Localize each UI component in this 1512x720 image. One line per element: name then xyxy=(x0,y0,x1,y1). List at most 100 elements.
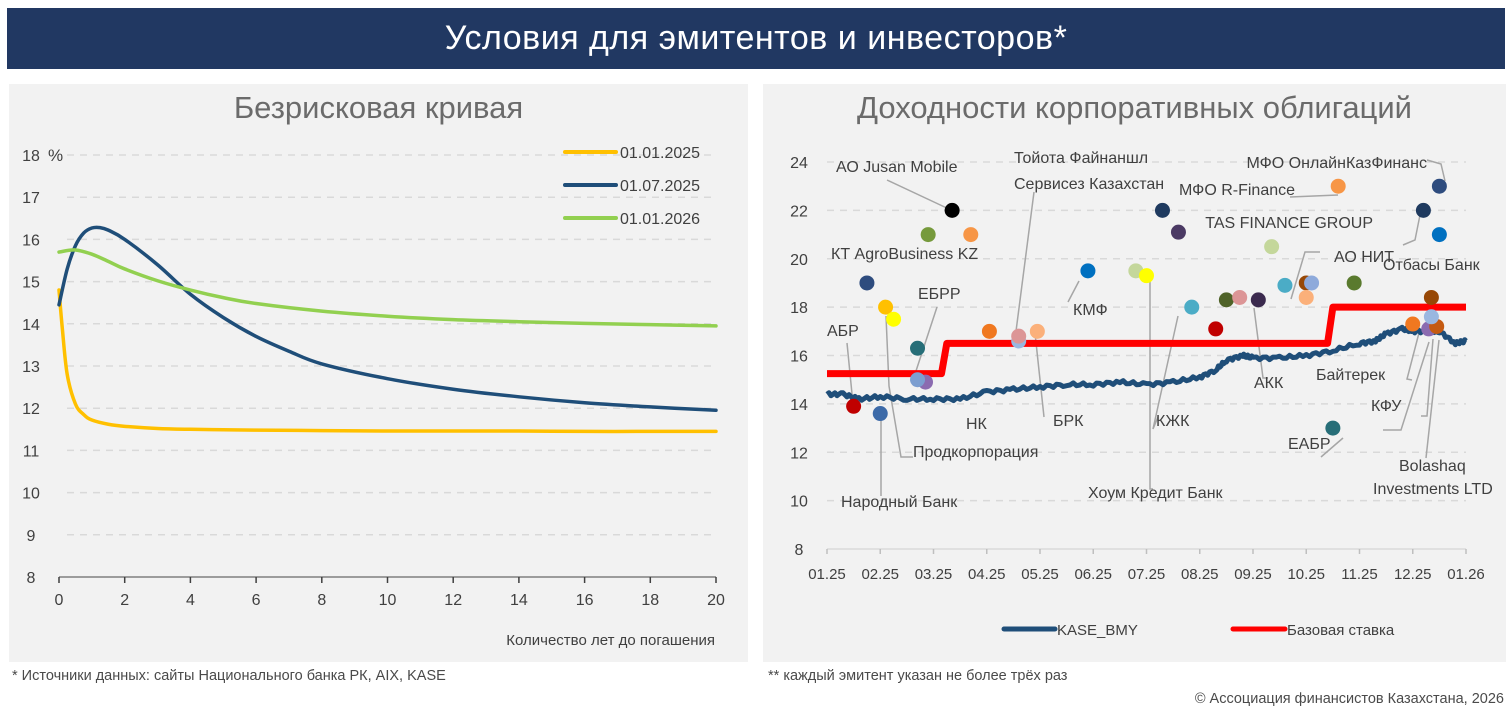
y-tick-label: 14 xyxy=(22,317,40,334)
y-tick-label: 8 xyxy=(795,542,804,559)
annotation-leader-line xyxy=(1425,339,1440,459)
bond-yield-point xyxy=(1330,178,1346,194)
issuer-label: Тойота Файнаншл xyxy=(1014,150,1148,167)
bond-yield-point xyxy=(1218,292,1234,308)
issuer-label: Байтерек xyxy=(1316,367,1386,384)
x-tick-label: 06.25 xyxy=(1074,566,1112,583)
bond-yield-point xyxy=(1277,277,1293,293)
annotation-leader-line xyxy=(1320,437,1344,458)
annotation-leader-line xyxy=(1067,280,1080,303)
x-tick-label: 0 xyxy=(55,592,64,609)
bond-yield-point xyxy=(1415,202,1431,218)
bond-yield-point xyxy=(1139,268,1154,284)
issuer-label: АКК xyxy=(1254,375,1284,392)
x-tick-label: 07.25 xyxy=(1128,566,1166,583)
y-tick-label: 16 xyxy=(790,349,808,366)
issuer-label: ЕБРР xyxy=(918,286,961,303)
y-tick-label: 9 xyxy=(27,528,36,545)
issuer-label: НК xyxy=(966,416,988,433)
legend-label: 01.01.2025 xyxy=(620,145,700,162)
corporate-bonds-panel: Доходности корпоративных облигаций 8 10 12… xyxy=(763,84,1506,662)
bond-yield-point xyxy=(1232,289,1248,305)
legend-label: 01.01.2026 xyxy=(620,211,700,228)
bond-yield-point xyxy=(1346,275,1362,291)
bond-yield-point xyxy=(1184,299,1200,315)
x-tick-label: 11.25 xyxy=(1341,566,1377,583)
y-tick-label: 12 xyxy=(22,401,40,418)
risk-free-curve-chart: 8 9 10 11 12 13 14 15 16 17 18 0 2 4 6 8 10 12 14 16 18 20 01… xyxy=(22,145,725,649)
annotation-leader-line xyxy=(1421,338,1434,417)
bond-yield-point xyxy=(1431,227,1447,243)
annotation-leader-line xyxy=(1152,315,1179,430)
issuer-label: Сервисез Казахстан xyxy=(1014,176,1164,193)
issuer-label: АО Jusan Mobile xyxy=(836,159,958,176)
issuer-label: TAS FINANCE GROUP xyxy=(1205,215,1373,232)
annotation-leader-line xyxy=(1034,332,1045,418)
annotation-leader-line xyxy=(885,315,913,458)
x-tick-label: 10 xyxy=(379,592,397,609)
x-tick-label: 18 xyxy=(641,592,659,609)
series-line-01.01.2025 xyxy=(57,288,718,434)
bond-yield-point xyxy=(1264,239,1280,255)
y-tick-label: 12 xyxy=(790,445,808,462)
annotation-leader-line xyxy=(1426,159,1446,182)
footnote-issuers: ** каждый эмитент указан не более трёх р… xyxy=(768,668,1068,684)
bond-yield-point xyxy=(1431,178,1447,194)
issuer-label: КМФ xyxy=(1073,302,1108,319)
issuer-label: МФО R-Finance xyxy=(1179,182,1295,199)
issuer-label: КЖК xyxy=(1156,413,1190,430)
issuer-label: АО НИТ xyxy=(1334,249,1394,266)
y-tick-label: 18 xyxy=(790,300,808,317)
x-tick-label: 08.25 xyxy=(1181,566,1219,583)
y-tick-label: 22 xyxy=(790,203,808,220)
line-kase-bmy xyxy=(825,324,1468,404)
x-tick-label: 20 xyxy=(707,592,725,609)
page-header: Условия для эмитентов и инвесторов* xyxy=(7,8,1505,69)
bond-yield-point xyxy=(859,275,875,291)
y-tick-label: 11 xyxy=(23,443,40,460)
bond-yield-point xyxy=(872,406,888,422)
bond-yield-point xyxy=(886,311,902,327)
bond-yield-point xyxy=(846,398,862,414)
y-tick-label: 10 xyxy=(22,486,40,503)
y-tick-label: 20 xyxy=(790,252,808,269)
bond-yield-point xyxy=(963,227,979,243)
x-tick-label: 16 xyxy=(576,592,594,609)
bond-yield-point xyxy=(1325,420,1341,436)
x-tick-label: 09.25 xyxy=(1234,566,1272,583)
risk-free-curve-title: Безрисковая кривая xyxy=(233,90,524,125)
y-tick-label: 13 xyxy=(22,359,40,376)
bond-yield-point xyxy=(1298,289,1314,305)
legend-label-base-rate: Базовая ставка xyxy=(1287,622,1395,639)
annotation-leader-line xyxy=(1402,209,1422,246)
x-tick-label: 12.25 xyxy=(1394,566,1432,583)
x-axis-label: Количество лет до погашения xyxy=(506,632,715,649)
bond-yield-point xyxy=(1029,323,1045,339)
y-tick-label: 10 xyxy=(790,494,808,511)
y-tick-label: 8 xyxy=(27,570,36,587)
bond-yield-point xyxy=(1011,328,1027,344)
annotation-leader-line xyxy=(1149,281,1153,490)
annotation-leader-line xyxy=(1253,307,1268,379)
issuer-label: Отбасы Банк xyxy=(1383,257,1481,274)
issuer-label: КТ AgroBusiness KZ xyxy=(831,246,978,263)
x-tick-label: 01.26 xyxy=(1447,566,1485,583)
annotation-leader-line xyxy=(886,179,952,211)
footnote-sources: * Источники данных: сайты Национального … xyxy=(12,668,446,684)
x-tick-label: 10.25 xyxy=(1287,566,1325,583)
x-tick-label: 2 xyxy=(120,592,129,609)
copyright: © Ассоциация финансистов Казахстана, 202… xyxy=(1194,691,1504,707)
bond-yield-point xyxy=(910,340,926,356)
x-tick-label: 12 xyxy=(444,592,462,609)
annotation-leader-line xyxy=(1383,341,1430,431)
legend-label-kase-bmy: KASE_BMY xyxy=(1057,622,1138,639)
corporate-bonds-chart: 8 10 12 14 16 18 20 22 24 01.25 02.25 03.25 04.25 05.… xyxy=(790,150,1493,639)
x-tick-label: 04.25 xyxy=(968,566,1006,583)
issuer-label: Investments LTD xyxy=(1373,481,1493,498)
bond-yield-point xyxy=(1208,321,1224,337)
annotation-leader-line xyxy=(1014,191,1035,340)
issuer-label: Хоум Кредит Банк xyxy=(1088,485,1224,502)
annotation-leader-line xyxy=(1290,251,1320,300)
bond-yield-point xyxy=(1423,289,1439,305)
risk-free-curve-panel: Безрисковая кривая 8 9 10 11 12 13 14 15 16 17 18 0… xyxy=(9,84,748,662)
